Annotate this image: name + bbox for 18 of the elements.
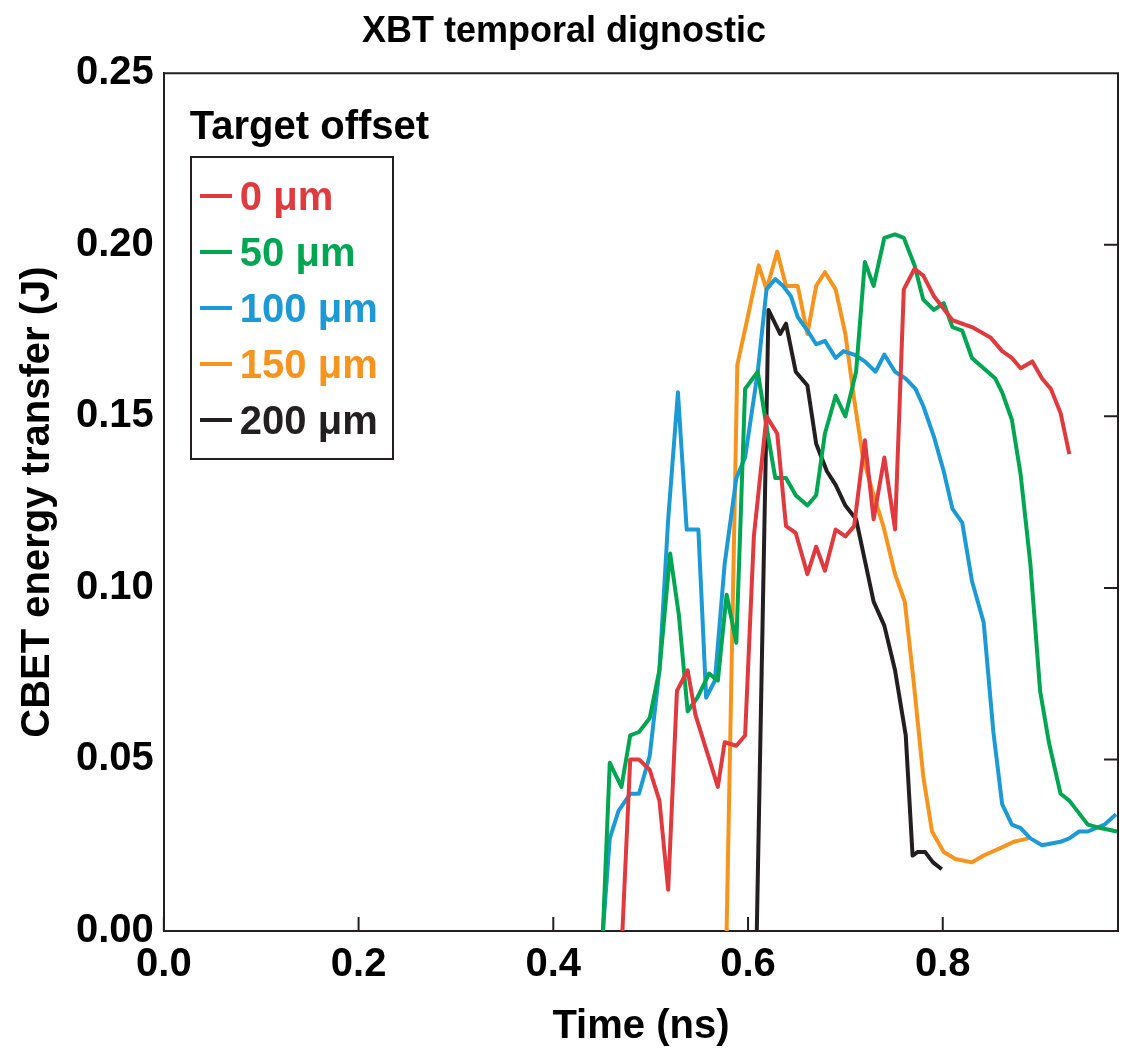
x-tick-label: 0.8	[914, 940, 971, 985]
y-tick-label: 0.05	[75, 734, 154, 779]
legend-title: Target offset	[189, 103, 430, 149]
y-tick-label: 0.20	[75, 219, 154, 264]
x-tick-label: 0.2	[330, 940, 387, 985]
legend-label: 100 μm	[239, 285, 378, 333]
chart-title: XBT temporal dignostic	[361, 8, 767, 50]
y-tick-label: 0.10	[75, 562, 154, 607]
y-tick-label: 0.15	[75, 391, 154, 436]
x-axis-title: Time (ns)	[552, 1002, 730, 1047]
legend-label: 0 μm	[239, 173, 334, 221]
legend-label: 150 μm	[239, 341, 378, 389]
y-axis-title: CBET energy transfer (J)	[13, 266, 58, 738]
x-tick-label: 0.6	[720, 940, 776, 985]
legend-label: 50 μm	[239, 229, 356, 277]
x-tick-label: 0.4	[525, 940, 582, 985]
y-tick-label: 0.25	[75, 48, 154, 93]
legend-label: 200 μm	[239, 397, 378, 445]
